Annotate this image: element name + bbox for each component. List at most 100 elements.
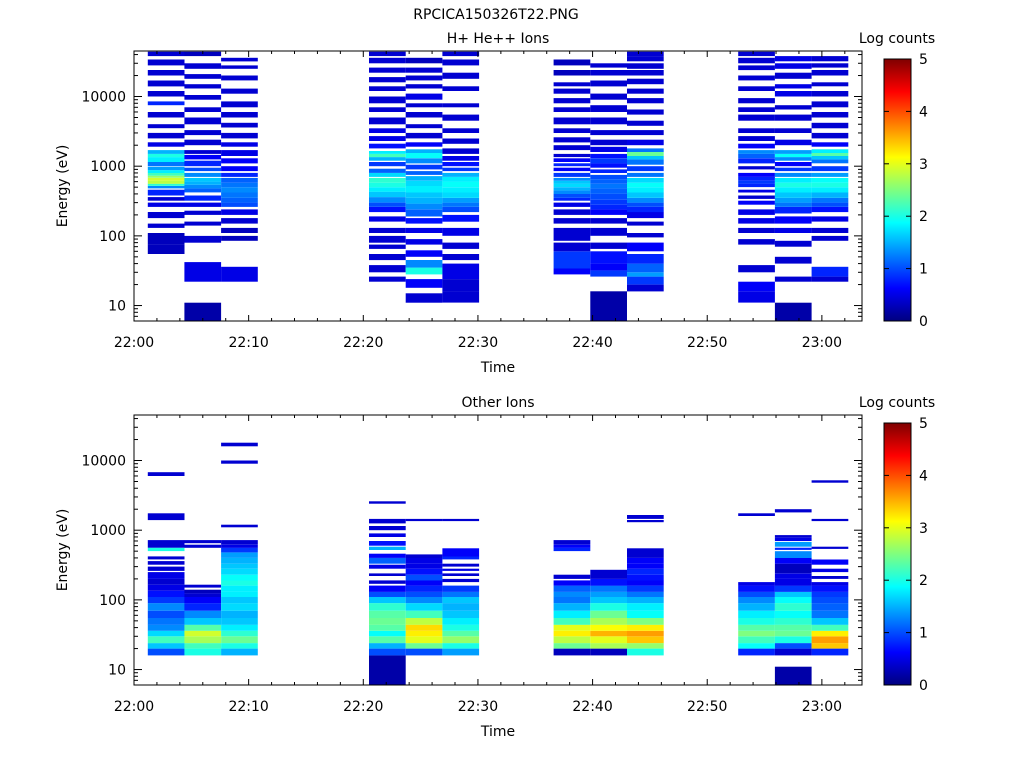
heatmap-cell bbox=[774, 585, 812, 592]
heatmap-cell bbox=[627, 276, 664, 285]
y-tick-label: 1000 bbox=[90, 159, 126, 175]
heatmap-cell bbox=[442, 181, 480, 188]
heatmap-cell bbox=[147, 244, 185, 254]
colorbar-label: Log counts bbox=[859, 31, 935, 47]
heatmap-cell bbox=[442, 202, 480, 207]
heatmap-cell bbox=[811, 122, 849, 129]
heatmap-cell bbox=[627, 172, 664, 177]
heatmap-cell bbox=[553, 153, 591, 158]
heatmap-cell bbox=[184, 540, 222, 544]
heatmap-cell bbox=[369, 648, 406, 656]
heatmap-cell bbox=[774, 72, 812, 79]
heatmap-cell bbox=[774, 227, 812, 233]
heatmap-cell bbox=[442, 72, 480, 79]
heatmap-cell bbox=[442, 636, 480, 644]
heatmap-cell bbox=[627, 574, 664, 581]
heatmap-cell bbox=[774, 535, 812, 538]
heatmap-cell bbox=[369, 610, 406, 618]
y-tick-label: 100 bbox=[99, 229, 126, 245]
heatmap-cell bbox=[811, 585, 849, 592]
plot-frame bbox=[133, 50, 863, 322]
heatmap-cell bbox=[442, 563, 480, 567]
heatmap-cell bbox=[147, 540, 185, 548]
heatmap-cell bbox=[738, 591, 775, 597]
heatmap-cell bbox=[405, 149, 443, 153]
colorbar-gradient bbox=[883, 58, 912, 322]
heatmap-cell bbox=[442, 138, 480, 144]
heatmap-cell bbox=[442, 578, 480, 583]
heatmap-cell bbox=[738, 183, 775, 188]
heatmap-cell bbox=[221, 101, 258, 108]
heatmap-cell bbox=[221, 524, 258, 528]
heatmap-cell bbox=[627, 148, 664, 152]
heatmap-cell bbox=[590, 204, 627, 210]
y-tick-label: 10000 bbox=[81, 90, 126, 106]
heatmap-cell bbox=[738, 98, 775, 104]
heatmap-cell bbox=[405, 518, 443, 522]
heatmap-cell bbox=[811, 70, 849, 76]
heatmap-cell bbox=[405, 267, 443, 275]
heatmap-cell bbox=[221, 166, 258, 172]
heatmap-cell bbox=[553, 630, 591, 637]
heatmap-cell bbox=[147, 180, 185, 184]
heatmap-cell bbox=[774, 537, 812, 541]
heatmap-cell bbox=[442, 648, 480, 656]
heatmap-cell bbox=[627, 557, 664, 564]
heatmap-cell bbox=[147, 197, 185, 201]
heatmap-cell bbox=[811, 610, 849, 618]
heatmap-cell bbox=[811, 207, 849, 213]
heatmap-cell bbox=[221, 182, 258, 188]
heatmap-cell bbox=[442, 518, 480, 522]
heatmap-cell bbox=[553, 180, 591, 184]
heatmap-cell bbox=[405, 585, 443, 592]
x-tick-label: 22:30 bbox=[458, 699, 498, 715]
heatmap-cell bbox=[774, 597, 812, 604]
heatmap-cell bbox=[774, 167, 812, 172]
heatmap-cell bbox=[553, 117, 591, 125]
heatmap-cell bbox=[553, 198, 591, 201]
heatmap-cell bbox=[553, 643, 591, 649]
heatmap-cell bbox=[442, 128, 480, 133]
heatmap-cell bbox=[369, 143, 406, 149]
heatmap-cell bbox=[147, 610, 185, 618]
heatmap-cell bbox=[369, 191, 406, 198]
heatmap-cell bbox=[405, 618, 443, 625]
heatmap-cell bbox=[369, 77, 406, 83]
heatmap-cell bbox=[774, 84, 812, 89]
heatmap-cell bbox=[811, 112, 849, 118]
heatmap-cell bbox=[811, 156, 849, 160]
heatmap-cell bbox=[811, 177, 849, 183]
heatmap-cell bbox=[405, 554, 443, 558]
heatmap-cell bbox=[627, 212, 664, 219]
heatmap-cell bbox=[627, 242, 664, 252]
heatmap-cell bbox=[553, 585, 591, 592]
heatmap-cell bbox=[590, 618, 627, 625]
heatmap-cell bbox=[147, 172, 185, 176]
heatmap-cell bbox=[369, 51, 406, 57]
colorbar-tick-label: 2 bbox=[919, 573, 928, 589]
heatmap-cell bbox=[811, 152, 849, 156]
heatmap-cell bbox=[405, 603, 443, 611]
heatmap-cell bbox=[590, 291, 627, 321]
heatmap-cell bbox=[369, 526, 406, 531]
heatmap-cell bbox=[147, 630, 185, 637]
heatmap-cell bbox=[369, 227, 406, 233]
heatmap-cell bbox=[405, 180, 443, 186]
heatmap-cell bbox=[590, 139, 627, 146]
heatmap-cell bbox=[147, 142, 185, 147]
heatmap-cell bbox=[738, 265, 775, 273]
heatmap-cell bbox=[221, 624, 258, 631]
heatmap-cell bbox=[369, 501, 406, 504]
heatmap-cell bbox=[590, 597, 627, 604]
heatmap-cell bbox=[147, 212, 185, 219]
heatmap-cell bbox=[369, 128, 406, 133]
heatmap-cell bbox=[738, 200, 775, 205]
heatmap-cell bbox=[774, 618, 812, 625]
heatmap-cell bbox=[811, 142, 849, 147]
heatmap-cell bbox=[442, 177, 480, 182]
heatmap-cell bbox=[627, 618, 664, 625]
heatmap-cell bbox=[627, 56, 664, 62]
heatmap-cell bbox=[405, 648, 443, 656]
heatmap-cell bbox=[627, 548, 664, 558]
y-axis-label: Energy (eV) bbox=[55, 145, 71, 228]
